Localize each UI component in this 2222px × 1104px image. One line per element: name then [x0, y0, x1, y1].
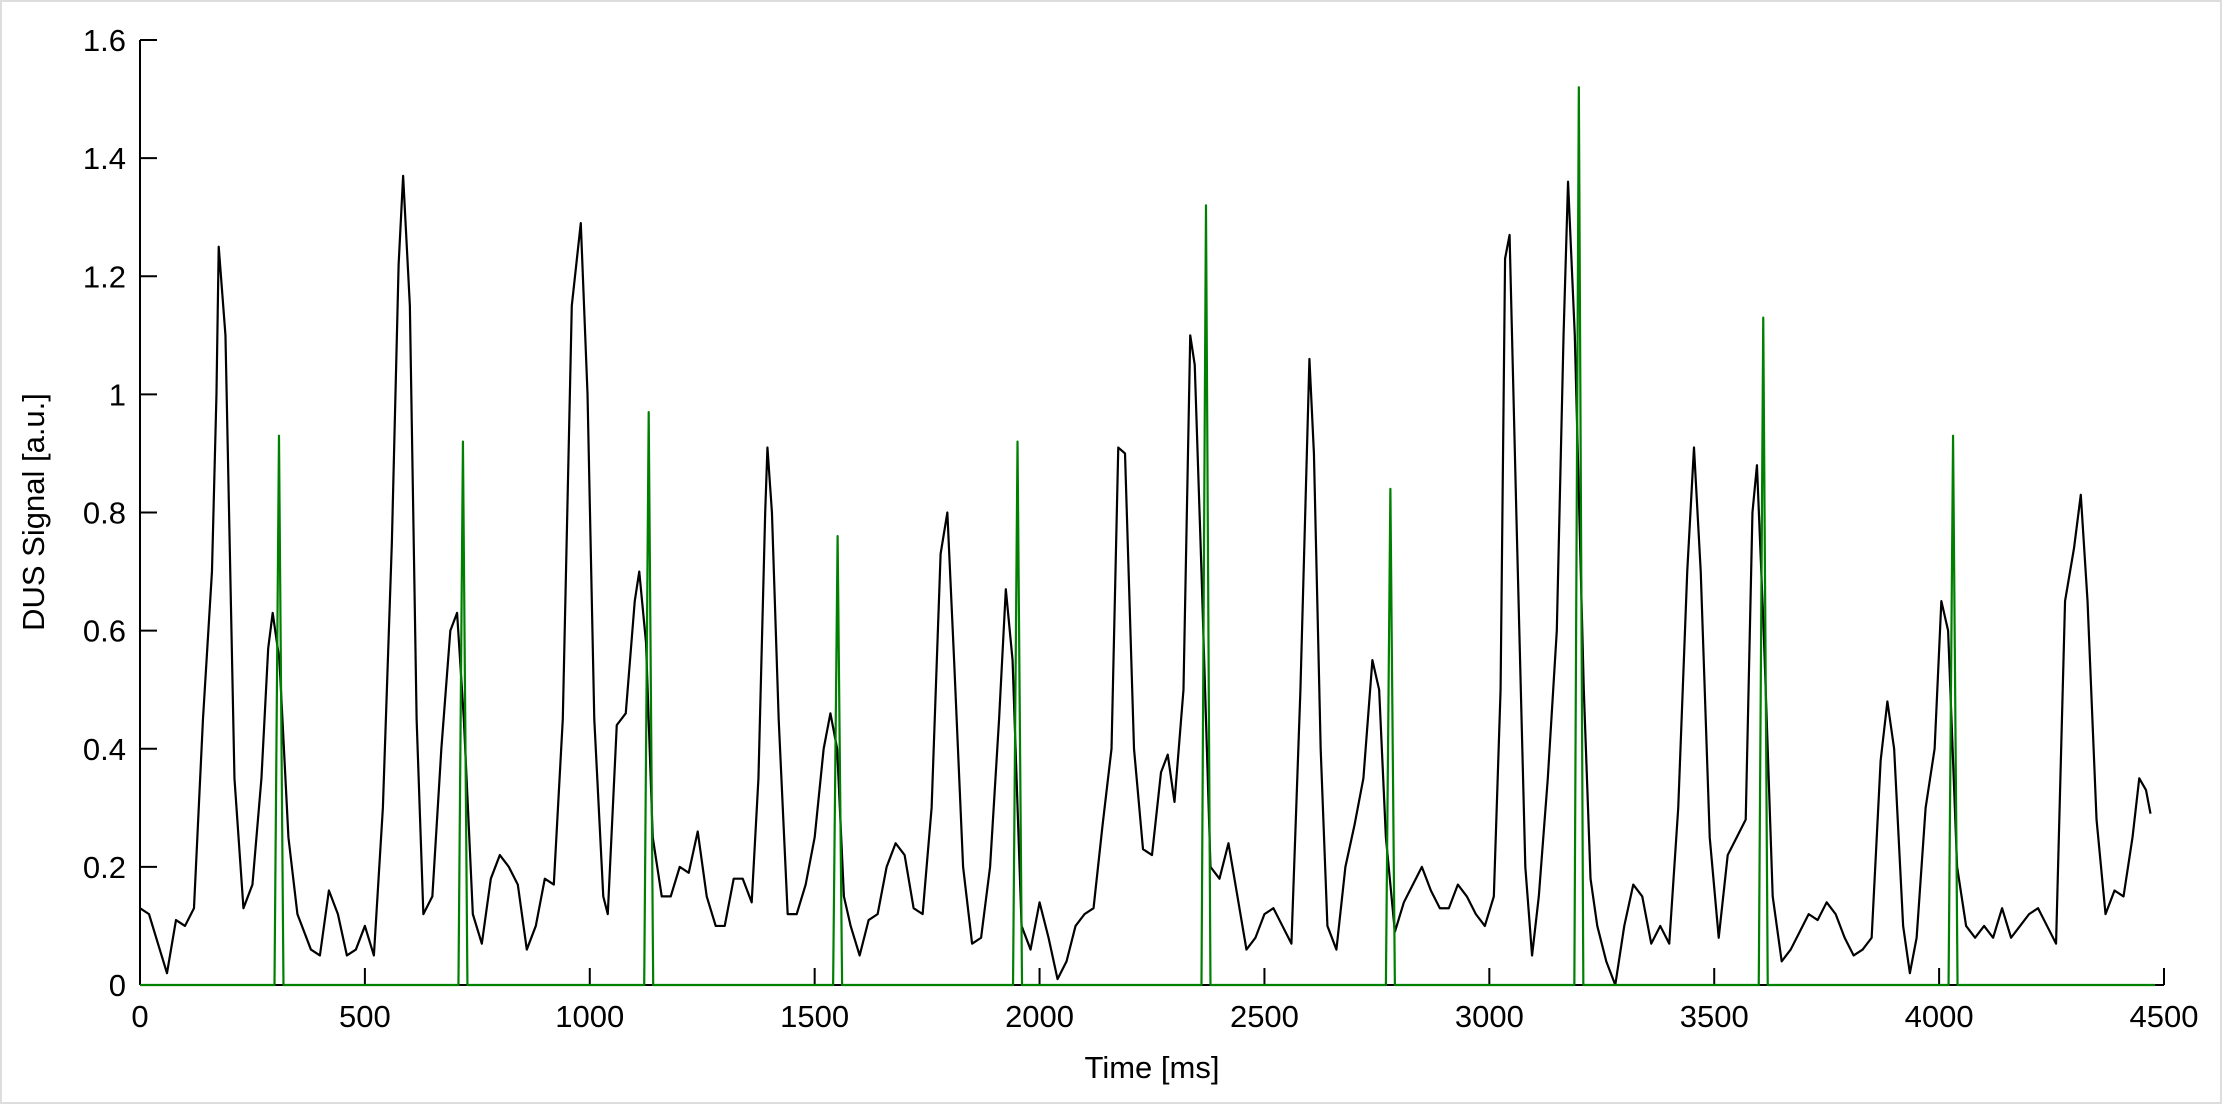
y-tick-label: 0.4 — [83, 732, 126, 767]
y-tick-label: 1.4 — [83, 141, 126, 176]
y-tick-label: 0.2 — [83, 850, 126, 885]
y-tick-label: 1.2 — [83, 259, 126, 294]
x-tick-label: 500 — [339, 999, 391, 1034]
x-tick-label: 2000 — [1005, 999, 1074, 1034]
y-tick-label: 0.6 — [83, 614, 126, 649]
x-axis-label: Time [ms] — [1085, 1050, 1220, 1085]
y-tick-label: 0.8 — [83, 496, 126, 531]
y-tick-label: 0 — [109, 968, 126, 1003]
x-tick-label: 3500 — [1680, 999, 1749, 1034]
x-tick-label: 3000 — [1455, 999, 1524, 1034]
x-tick-label: 4000 — [1905, 999, 1974, 1034]
x-tick-label: 1000 — [555, 999, 624, 1034]
y-axis-label: DUS Signal [a.u.] — [16, 393, 51, 631]
y-tick-label: 1 — [109, 377, 126, 412]
x-tick-label: 0 — [131, 999, 148, 1034]
x-tick-label: 1500 — [780, 999, 849, 1034]
x-tick-label: 2500 — [1230, 999, 1299, 1034]
x-tick-label: 4500 — [2130, 999, 2199, 1034]
y-tick-label: 1.6 — [83, 23, 126, 58]
data-line — [140, 86, 2156, 987]
data-line — [139, 174, 2152, 987]
